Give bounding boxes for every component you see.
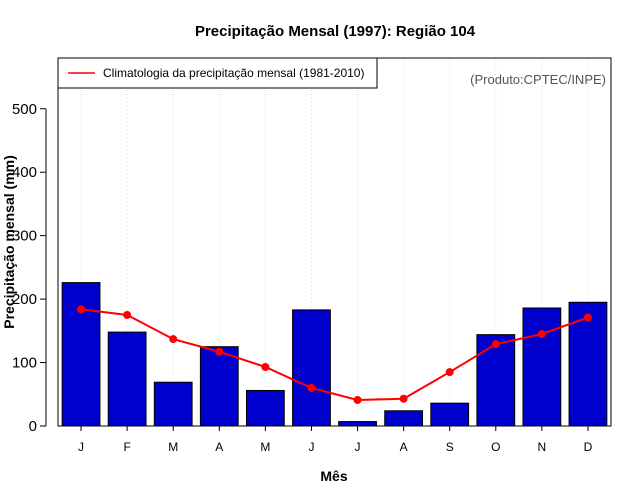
y-tick-label: 0 [29,418,37,435]
climatology-point [77,305,86,314]
grid-lines [80,58,589,426]
x-tick-label: J [78,440,84,454]
x-tick-label: M [260,440,270,454]
bar [430,402,470,427]
climatology-point [537,330,546,338]
x-tick-label: O [491,440,500,454]
legend-entry-climatology: Climatologia da precipitação mensal (198… [103,66,364,80]
climatology-line [80,308,589,401]
y-tick-label: 300 [12,228,37,245]
y-tick-label: 400 [12,164,37,181]
legend: Climatologia da precipitação mensal (198… [57,57,378,89]
chart-title: Precipitação Mensal (1997): Região 104 [195,23,476,40]
bar [338,421,377,427]
climatology-point [445,368,454,377]
bar [384,410,424,427]
climatology-point [169,335,178,344]
product-credit: (Produto:CPTEC/INPE) [470,72,606,87]
x-tick-label: F [123,440,130,454]
y-tick-label: 200 [12,291,37,308]
climatology-series [77,305,592,404]
y-tick-label: 500 [12,101,37,118]
bar-series [61,282,608,427]
x-tick-label: A [215,440,223,454]
bar [292,309,331,427]
climatology-point [215,347,224,356]
climatology-point [123,310,132,319]
x-tick-label: J [355,440,361,454]
x-tick-label: A [400,440,408,454]
bar [522,307,562,427]
x-axis-label: Mês [320,468,347,484]
climatology-point [353,395,362,404]
y-tick-label: 100 [12,355,37,372]
climatology-point [307,383,316,392]
x-tick-label: N [538,440,547,454]
x-tick-label: J [308,440,314,454]
y-axis-label: Precipitação mensal (mm) [1,155,17,329]
bar [199,346,239,427]
x-tick-label: D [584,440,593,454]
climatology-point [399,394,408,403]
climatology-point [583,313,592,322]
bar [61,282,101,427]
y-axis: 0 100 200 300 400 500 [12,101,47,435]
x-tick-label: M [168,440,178,454]
bar [153,381,193,427]
climatology-point [261,362,270,371]
bar [107,331,147,427]
bar [476,334,516,427]
bar [245,389,285,427]
climatology-point [491,340,500,349]
legend-box [57,57,378,89]
x-tick-label: S [446,440,454,454]
